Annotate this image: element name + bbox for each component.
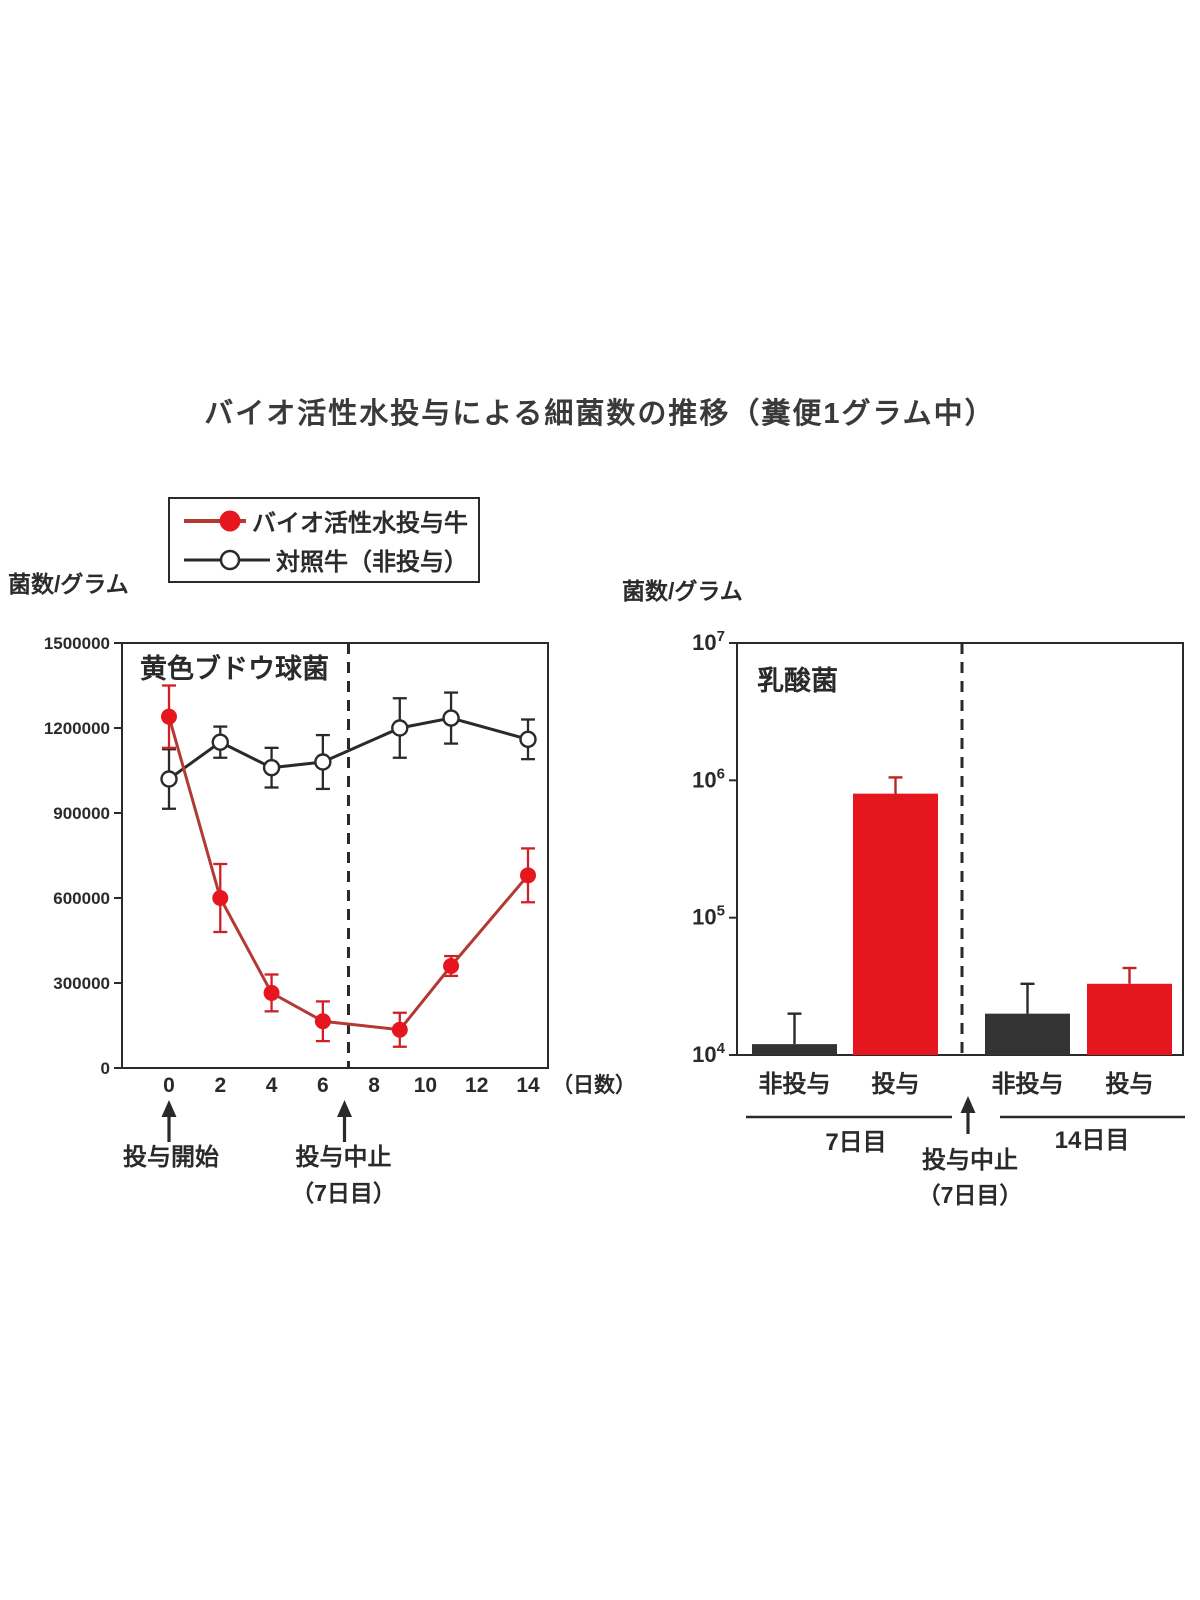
bar — [1087, 983, 1172, 1055]
annotation-start-label: 投与開始 — [123, 1144, 219, 1171]
bar-label: 非投与 — [992, 1071, 1064, 1098]
control-data-point — [314, 753, 332, 771]
stop-arrow-icon-head — [337, 1100, 352, 1117]
x-tick-label: 4 — [266, 1074, 278, 1097]
treated-data-point — [520, 867, 536, 884]
annotation-stop-day-label: （7日目） — [291, 1180, 396, 1206]
x-tick-label: 8 — [368, 1074, 380, 1097]
y-tick-label: 1500000 — [44, 634, 110, 653]
treated-data-point — [391, 1021, 408, 1038]
x-tick-label: 14 — [516, 1074, 540, 1097]
x-tick-label: 2 — [214, 1074, 226, 1097]
x-tick-label: 0 — [163, 1074, 175, 1097]
annotation-stop-label: 投与中止 — [922, 1147, 1018, 1174]
legend-item-control: 対照牛（非投与） — [180, 542, 468, 577]
treated-data-point — [212, 890, 229, 906]
treated-data-point — [263, 984, 280, 1001]
control-data-point — [519, 730, 537, 749]
right-axis-unit-label: 菌数/グラム — [622, 578, 743, 604]
y-tick-label: 300000 — [53, 974, 110, 993]
y-tick-label: 1200000 — [44, 719, 110, 738]
plot-border — [121, 642, 549, 1069]
bar-label: 非投与 — [759, 1071, 831, 1098]
left-axis-unit-label: 菌数/グラム — [8, 571, 129, 597]
legend-item-treated: バイオ活性水投与牛 — [180, 503, 468, 538]
bar — [752, 1044, 837, 1055]
legend-label-control: 対照牛（非投与） — [276, 549, 468, 576]
treated-data-point — [314, 1013, 331, 1030]
bar-label: 投与 — [1106, 1071, 1154, 1098]
y-tick-label: 104 — [692, 1040, 725, 1067]
control-data-point — [262, 758, 281, 777]
y-tick-label: 107 — [692, 628, 725, 655]
annotation-stop-label: 投与中止 — [296, 1144, 392, 1171]
legend-marker-open-circle-icon — [184, 549, 270, 570]
right-chart-title: 乳酸菌 — [757, 666, 838, 696]
plot-border — [736, 642, 1184, 1056]
x-tick-label: 12 — [465, 1074, 488, 1097]
chart-main-title: バイオ活性水投与による細菌数の推移（糞便1グラム中） — [204, 398, 996, 430]
y-tick-label: 106 — [692, 765, 725, 792]
x-axis-unit-label: （日数） — [552, 1073, 636, 1097]
legend-marker-filled-circle-icon — [184, 510, 246, 531]
x-tick-label: 10 — [414, 1074, 437, 1097]
annotation-stop-day-label: （7日目） — [918, 1182, 1023, 1208]
treated-data-point — [443, 958, 460, 974]
stop-arrow-icon-head — [960, 1096, 976, 1113]
treated-data-point — [161, 708, 177, 725]
y-tick-label: 600000 — [53, 889, 110, 908]
bar — [853, 793, 938, 1055]
control-data-point — [160, 770, 178, 788]
legend-label-treated: バイオ活性水投与牛 — [252, 510, 468, 537]
x-tick-label: 6 — [317, 1074, 329, 1097]
y-tick-label: 105 — [692, 903, 725, 930]
legend-box: バイオ活性水投与牛 対照牛（非投与） — [168, 497, 480, 583]
left-chart-title: 黄色ブドウ球菌 — [140, 653, 329, 684]
control-data-point — [391, 719, 409, 737]
bar — [985, 1013, 1070, 1055]
bar-label: 投与 — [872, 1071, 920, 1098]
control-data-point — [442, 709, 460, 727]
y-tick-label: 0 — [101, 1059, 110, 1078]
group-label-14: 14日目 — [1055, 1127, 1130, 1154]
y-tick-label: 900000 — [53, 804, 110, 823]
control-data-point — [211, 733, 229, 751]
group-label-7: 7日目 — [825, 1129, 886, 1156]
staphylococcus-line-chart: 1500000 1200000 900000 600000 300000 0 0 2 4 6 8 10… — [44, 634, 636, 1206]
start-arrow-icon-head — [161, 1100, 177, 1117]
